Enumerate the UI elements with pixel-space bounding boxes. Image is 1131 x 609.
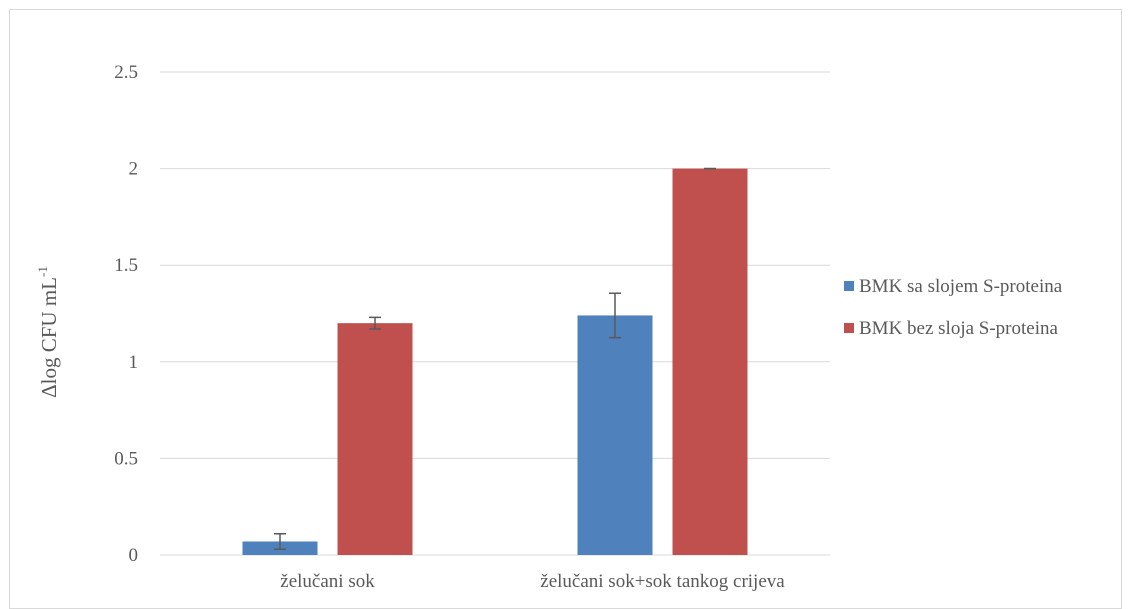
legend: BMK sa slojem S-proteina BMK bez sloja S-… xyxy=(844,276,1063,339)
error-bars xyxy=(274,167,716,550)
legend-swatch xyxy=(844,281,854,291)
legend-item: BMK bez sloja S-proteina xyxy=(844,318,1059,339)
y-axis-label-superscript: -1 xyxy=(35,266,50,277)
chart-frame xyxy=(9,9,1122,609)
y-axis-ticks: 0 0.5 1 1.5 2 2.5 xyxy=(114,62,138,566)
bar xyxy=(672,168,748,555)
bar xyxy=(577,315,653,555)
legend-swatch xyxy=(844,323,854,333)
y-tick-label: 0 xyxy=(129,545,139,566)
y-tick-label: 2.5 xyxy=(114,62,138,83)
y-tick-label: 1.5 xyxy=(114,255,138,276)
y-tick-label: 1 xyxy=(129,352,139,373)
y-tick-label: 2 xyxy=(129,159,139,180)
bar xyxy=(337,323,413,555)
x-axis-categories: želučani sok želučani sok+sok tankog crij… xyxy=(280,571,785,592)
bars xyxy=(242,168,748,555)
x-category-label: želučani sok+sok tankog crijeva xyxy=(540,571,785,592)
legend-item: BMK sa slojem S-proteina xyxy=(844,276,1063,297)
error-bar xyxy=(274,532,286,550)
y-axis-label: Δlog CFU mL-1 xyxy=(35,266,61,398)
bar-chart: 0 0.5 1 1.5 2 2.5 želučani sok želučani sok+so… xyxy=(35,62,1063,592)
error-bar xyxy=(369,316,381,330)
y-tick-label: 0.5 xyxy=(114,448,138,469)
error-bar xyxy=(609,292,621,339)
legend-label: BMK sa slojem S-proteina xyxy=(859,276,1063,297)
legend-label: BMK bez sloja S-proteina xyxy=(859,318,1059,339)
x-category-label: želučani sok xyxy=(280,571,375,592)
